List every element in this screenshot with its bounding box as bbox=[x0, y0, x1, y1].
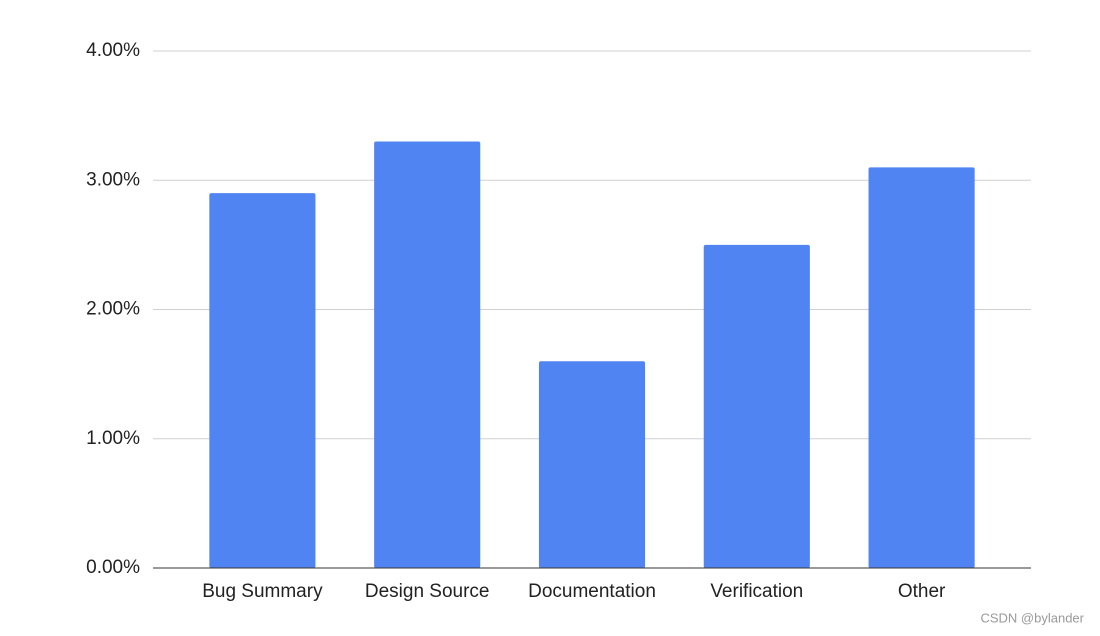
y-tick-label: 0.00% bbox=[86, 557, 140, 578]
bar bbox=[374, 141, 481, 568]
bar bbox=[538, 361, 646, 568]
y-tick-label: 2.00% bbox=[86, 299, 140, 320]
x-tick-label: Documentation bbox=[528, 581, 656, 602]
x-tick-label: Bug Summary bbox=[202, 581, 323, 602]
y-tick-label: 3.00% bbox=[86, 169, 140, 190]
bar bbox=[703, 244, 810, 568]
y-tick-label: 4.00% bbox=[86, 40, 140, 61]
bar bbox=[868, 167, 975, 568]
x-tick-label: Verification bbox=[710, 581, 803, 602]
watermark: CSDN @bylander bbox=[980, 610, 1084, 625]
y-tick-label: 1.00% bbox=[86, 428, 140, 449]
x-tick-label: Other bbox=[898, 581, 946, 602]
x-tick-label: Design Source bbox=[365, 581, 490, 602]
bar bbox=[209, 193, 316, 569]
